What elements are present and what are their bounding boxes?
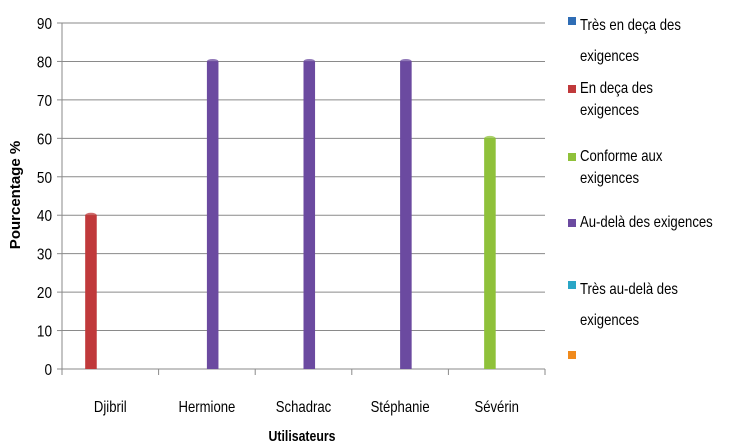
axes — [57, 22, 546, 375]
legend-swatch — [568, 153, 576, 161]
legend-item-conforme: Conforme aux exigences — [568, 146, 745, 190]
bar-cap — [206, 58, 219, 64]
bar — [400, 61, 412, 369]
y-tick-label: 20 — [37, 285, 52, 302]
x-tick-labels: Djibril Hermione Schadrac Stéphanie Sévérin — [94, 399, 519, 416]
legend-label: Très en deça des exigences — [580, 17, 681, 65]
x-tick-label: Sévérin — [474, 399, 518, 416]
bar — [484, 138, 496, 369]
legend-item-unnamed — [568, 344, 745, 359]
y-tick-label: 50 — [37, 170, 52, 187]
y-tick-label: 60 — [37, 131, 52, 148]
legend-item-en-deca: En deça des exigences — [568, 78, 745, 122]
legend-swatch — [568, 85, 576, 93]
legend-label: Très au-delà des exigences — [580, 281, 678, 329]
x-tick-label: Schadrac — [276, 399, 331, 416]
x-tick-label: Hermione — [178, 399, 235, 416]
bar — [85, 215, 97, 369]
bars — [85, 58, 496, 369]
bar-cap — [484, 135, 496, 141]
legend-label: En deça des exigences — [580, 80, 653, 119]
y-tick-labels: 0 10 20 30 40 50 60 70 80 90 — [37, 16, 52, 379]
legend-swatch — [568, 219, 576, 227]
legend-item-tres-au-dela: Très au-delà des exigences — [568, 274, 745, 336]
legend-swatch — [568, 351, 576, 359]
legend-item-tres-en-deca: Très en deça des exigences — [568, 10, 745, 72]
y-tick-label: 90 — [37, 16, 52, 33]
legend-label: Au-delà des exigences — [580, 214, 713, 231]
bar-cap — [400, 58, 412, 64]
legend-label: Conforme aux exigences — [580, 148, 663, 187]
y-tick-label: 0 — [44, 362, 52, 379]
bar — [206, 61, 219, 369]
bar-cap — [303, 58, 316, 64]
y-tick-label: 10 — [37, 324, 52, 341]
bar — [303, 61, 316, 369]
x-tick-label: Djibril — [94, 399, 127, 416]
legend-swatch — [568, 281, 576, 289]
y-axis-label: Pourcentage % — [7, 141, 24, 249]
legend-item-au-dela: Au-delà des exigences — [568, 212, 745, 234]
x-tick-label: Stéphanie — [371, 399, 430, 416]
legend-swatch — [568, 17, 576, 25]
x-axis-label: Utilisateurs — [269, 428, 336, 443]
y-tick-label: 70 — [37, 93, 52, 110]
y-tick-label: 80 — [37, 55, 52, 72]
y-tick-label: 30 — [37, 247, 52, 264]
y-tick-label: 40 — [37, 208, 52, 225]
bar-cap — [85, 212, 97, 218]
